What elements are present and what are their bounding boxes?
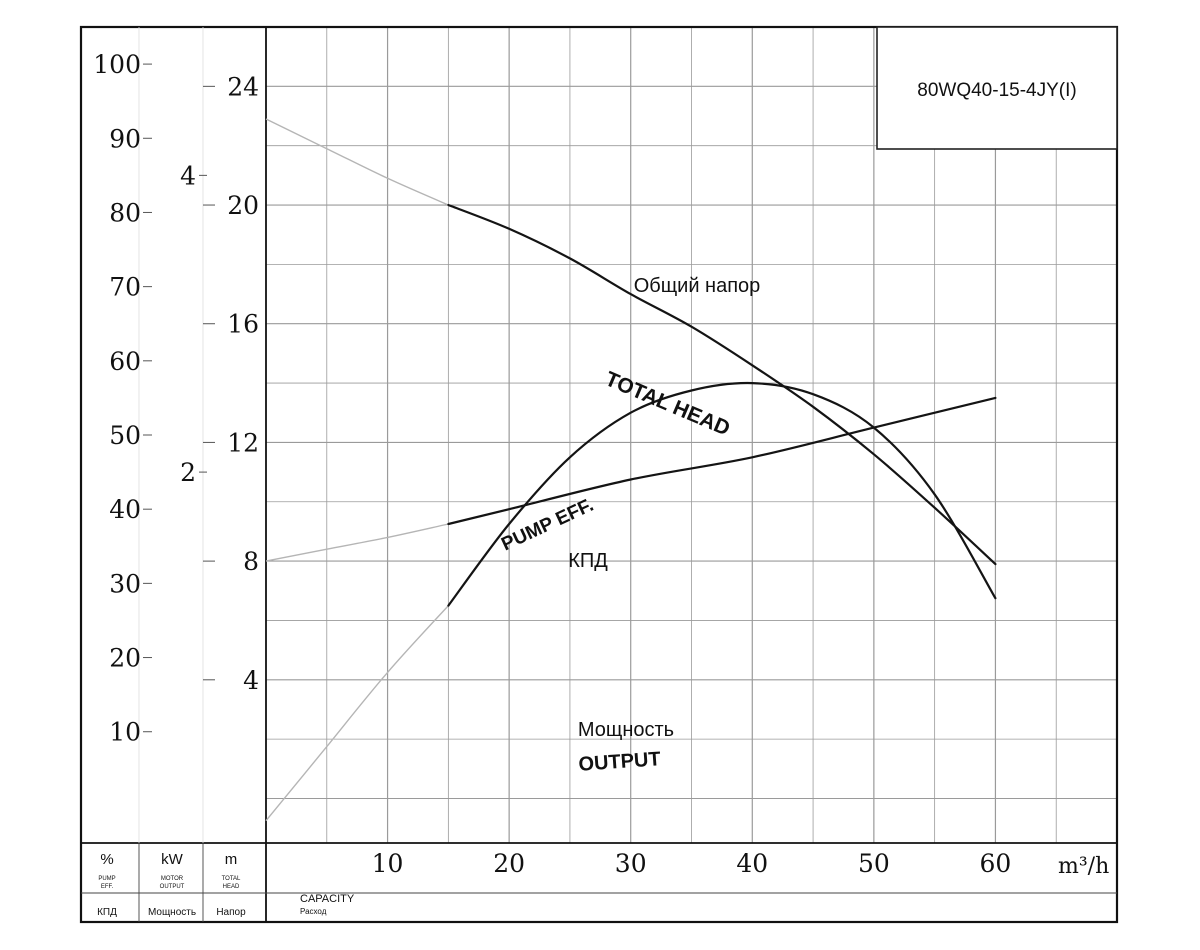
- output-curve: [447, 396, 997, 526]
- pump-efficiency-curve-extrapolated: [265, 605, 449, 822]
- model-box: [876, 26, 1118, 150]
- efficiency-tick-label: 50: [109, 421, 141, 450]
- total-head-curve: [447, 203, 997, 566]
- output-curve-extrapolated: [265, 523, 449, 562]
- series-layer: [265, 118, 997, 822]
- outer-border: [79, 25, 1119, 924]
- efficiency-tick-label: 90: [109, 124, 141, 153]
- capacity-label-ru: Расход: [300, 907, 327, 916]
- head-tick-label: 4: [243, 666, 259, 695]
- total-head-curve-extrapolated: [265, 118, 449, 206]
- head-tick-label: 16: [227, 310, 259, 339]
- model-label: 80WQ40-15-4JY(I): [917, 80, 1076, 101]
- head-tick-label: 12: [227, 428, 259, 457]
- efficiency-label-line1: PUMP: [98, 876, 115, 882]
- head-label-ru: Напор: [216, 907, 246, 918]
- efficiency-tick-label: 30: [109, 569, 141, 598]
- power-tick-label: 2: [180, 458, 196, 487]
- efficiency-tick-label: 60: [109, 347, 141, 376]
- x-tick-label: 60: [980, 849, 1012, 878]
- efficiency-tick-label: 80: [109, 198, 141, 227]
- efficiency-tick-label: 10: [109, 718, 141, 747]
- head-tick-label: 20: [227, 191, 259, 220]
- efficiency-tick-label: 100: [93, 50, 141, 79]
- head-tick-label: 8: [243, 547, 259, 576]
- head-label-line1: TOTAL: [222, 876, 241, 882]
- efficiency-tick-label: 20: [109, 644, 141, 673]
- x-tick-label: 40: [736, 849, 768, 878]
- capacity-label: CAPACITY: [300, 893, 355, 905]
- x-unit-label: m³/h: [1058, 854, 1109, 879]
- output-curve-label-ru: Мощность: [578, 719, 674, 741]
- efficiency-tick-label: 70: [109, 273, 141, 302]
- power-tick-label: 4: [180, 161, 196, 190]
- x-tick-label: 20: [493, 849, 525, 878]
- x-tick-label: 30: [615, 849, 647, 878]
- head-unit-label: m: [225, 851, 238, 868]
- power-label-ru: Мощность: [148, 907, 196, 918]
- chart-frame: [79, 25, 1119, 924]
- head-label-line2: HEAD: [223, 884, 240, 890]
- head-tick-label: 24: [227, 72, 259, 101]
- power-unit-label: kW: [161, 851, 184, 868]
- power-label-line1: MOTOR: [161, 876, 184, 882]
- efficiency-unit-label: %: [100, 851, 113, 868]
- eff-curve-label-ru: КПД: [568, 550, 608, 572]
- efficiency-label-ru: КПД: [97, 907, 117, 918]
- x-tick-label: 50: [858, 849, 890, 878]
- efficiency-tick-label: 40: [109, 495, 141, 524]
- pump-efficiency-curve: [447, 381, 997, 607]
- efficiency-label-line2: EFF.: [101, 884, 114, 890]
- power-label-line2: OUTPUT: [160, 884, 185, 890]
- head-curve-label-ru: Общий напор: [634, 275, 761, 297]
- x-tick-label: 10: [372, 849, 404, 878]
